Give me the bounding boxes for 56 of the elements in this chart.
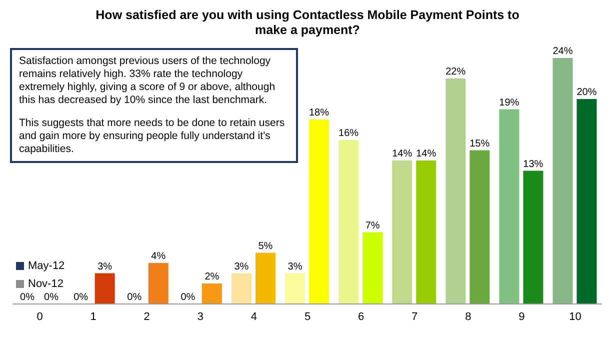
data-label: 3% [234, 261, 249, 272]
x-tick-label: 5 [304, 310, 311, 323]
annotation: This suggests that more needs to be done to retain users and gain more by ensuring people fully understand it’s capabilities. [19, 117, 286, 156]
data-label: 18% [309, 108, 330, 118]
bar [309, 120, 330, 304]
data-label: 5% [258, 240, 273, 252]
data-label: 4% [151, 251, 166, 262]
data-label: 22% [446, 66, 466, 78]
text: May-12 [28, 260, 65, 272]
x-tick-label: 8 [465, 310, 472, 323]
x-tick-label: 10 [569, 310, 582, 323]
x-tick-label: 7 [412, 310, 418, 323]
bar [470, 150, 490, 304]
bar [576, 99, 597, 304]
series-label: Nov-12 [28, 278, 64, 290]
data-label: 0% [20, 292, 35, 303]
text-box: Satisfaction amongst previous users of the technology remains relatively high. 33% rate the technology extremely highly, giving a score of 9 or above, although this has decreased by 10% since the last benchmark. This suggests that more needs to be done to retain users and gain more by ensuring people fully understand it’s capabilities. [10, 48, 298, 163]
bar [416, 160, 436, 304]
data-label: 0% [127, 292, 142, 303]
data-label: 14% [416, 148, 436, 160]
bar [362, 232, 383, 304]
bar [552, 58, 573, 304]
bar [338, 140, 359, 304]
data-label: 3% [98, 261, 112, 272]
data-label: 16% [338, 128, 359, 139]
data-label: 14% [392, 148, 412, 160]
data-label: 19% [499, 97, 520, 108]
bar [285, 273, 306, 304]
data-label: 7% [365, 220, 380, 232]
x-tick-label: 2 [144, 310, 150, 323]
x-tick-label: 4 [250, 310, 258, 323]
data-label: 15% [470, 138, 490, 150]
x-tick-label: 3 [197, 310, 204, 323]
bar [523, 170, 544, 304]
bar [255, 252, 276, 304]
data-label: 2% [204, 272, 220, 282]
data-label: 3% [288, 261, 302, 272]
bar [202, 284, 222, 304]
bar [148, 263, 168, 304]
data-label: 13% [523, 158, 544, 170]
chart-title: How satisfied are you with using Contactless Mobile Payment Points to make a payment? [94, 8, 520, 38]
x-tick-label: 0 [36, 310, 43, 323]
bar [499, 109, 520, 304]
x-tick-label: 6 [358, 310, 364, 323]
data-label: 0% [44, 292, 59, 303]
bar [94, 273, 115, 304]
annotation: Satisfaction amongst previous users of the technology remains relatively high. 33% rate the technology extremely highly, giving a score of 9 or above, although this has decreased by 10% since the last benchmark. [19, 55, 276, 107]
x-tick-label: 9 [518, 310, 525, 323]
data-label: 0% [74, 292, 88, 303]
data-label: 20% [576, 87, 597, 98]
bar [446, 78, 466, 304]
x-tick-label: 1 [90, 310, 96, 323]
data-label: 0% [180, 292, 196, 303]
data-label: 24% [552, 46, 573, 57]
bar [392, 160, 412, 304]
bar [231, 273, 252, 304]
